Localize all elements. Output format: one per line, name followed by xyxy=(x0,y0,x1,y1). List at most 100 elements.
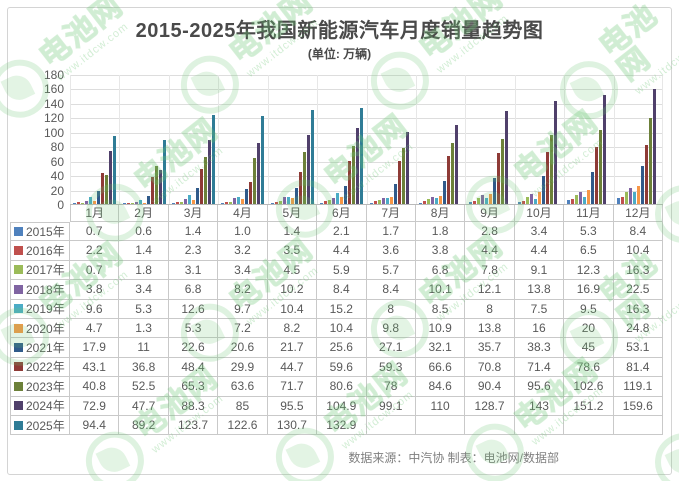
value-cell-2024年-9月: 128.7 xyxy=(465,396,515,416)
value-cell-2016年-2月: 1.4 xyxy=(119,241,169,261)
value-cell-2025年-10月 xyxy=(514,415,565,436)
bar-2020年-9月 xyxy=(488,194,492,204)
year-legend-cell: 2022年 xyxy=(10,357,70,378)
year-legend-cell: 2018年 xyxy=(10,280,70,300)
value-cell-2016年-12月: 10.4 xyxy=(613,241,663,261)
value-cell-2022年-6月: 59.6 xyxy=(317,357,367,378)
bar-2020年-5月 xyxy=(290,198,294,204)
value-cell-2018年-2月: 3.4 xyxy=(119,280,169,300)
bar-2016年-1月 xyxy=(77,202,81,204)
value-cell-2020年-9月: 13.8 xyxy=(465,318,515,339)
value-cell-2017年-8月: 6.8 xyxy=(415,260,466,281)
bar-2018年-6月 xyxy=(332,197,336,204)
year-legend-cell: 2016年 xyxy=(10,241,70,261)
bar-2025年-5月 xyxy=(310,109,314,204)
month-group-7月 xyxy=(367,75,416,204)
value-cell-2025年-5月: 130.7 xyxy=(267,415,318,436)
y-axis-tick-label: 0 xyxy=(57,198,64,212)
bar-2023年-3月 xyxy=(204,156,208,204)
y-axis: 180 160 140 120 100 80 60 40 20 0 xyxy=(10,68,70,212)
bar-2024年-8月 xyxy=(455,124,459,204)
value-cell-2017年-1月: 0.7 xyxy=(70,260,120,281)
bar-2023年-7月 xyxy=(401,147,405,204)
value-cell-2019年-8月: 8.5 xyxy=(415,299,466,319)
month-boundary-line xyxy=(514,75,516,204)
year-label: 2025年 xyxy=(26,418,65,433)
value-cell-2020年-12月: 24.8 xyxy=(613,318,663,339)
bar-2015年-4月 xyxy=(221,203,225,204)
value-cell-2023年-1月: 40.8 xyxy=(70,377,120,397)
bar-2019年-11月 xyxy=(583,197,587,204)
value-cell-2016年-8月: 3.8 xyxy=(415,241,466,261)
bar-2022年-2月 xyxy=(150,177,154,204)
value-cell-2025年-1月: 94.4 xyxy=(70,415,120,436)
bar-2016年-7月 xyxy=(373,201,377,204)
value-cell-2024年-7月: 99.1 xyxy=(366,396,416,416)
bar-2018年-3月 xyxy=(184,199,188,204)
value-cell-2023年-5月: 71.7 xyxy=(267,377,318,397)
bar-2015年-5月 xyxy=(270,203,274,204)
value-cell-2018年-1月: 3.8 xyxy=(70,280,120,300)
year-legend-cell: 2024年 xyxy=(10,396,70,416)
bar-2022年-5月 xyxy=(298,171,302,204)
value-cell-2020年-8月: 10.9 xyxy=(415,318,466,339)
value-cell-2016年-10月: 4.4 xyxy=(514,241,565,261)
value-cell-2020年-11月: 20 xyxy=(564,318,614,339)
bar-2015年-2月 xyxy=(122,203,126,204)
value-cell-2015年-5月: 1.4 xyxy=(267,222,318,242)
table-row-2021年: 2021年 17.9 11 22.6 20.6 21.7 25.6 27.1 32.1 35.7 3… xyxy=(10,338,663,358)
value-cell-2018年-9月: 12.1 xyxy=(465,280,515,300)
legend-swatch xyxy=(14,381,23,391)
value-cell-2025年-12月 xyxy=(613,415,663,436)
bar-2020年-4月 xyxy=(241,198,245,204)
bar-2022年-3月 xyxy=(200,169,204,204)
value-cell-2017年-3月: 3.1 xyxy=(168,260,219,281)
month-boundary-line xyxy=(317,75,319,204)
month-header-cell: 9月 xyxy=(465,205,515,222)
value-cell-2025年-8月 xyxy=(415,415,466,436)
month-header-cell: 1月 xyxy=(70,205,120,222)
bar-2019年-2月 xyxy=(138,200,142,204)
year-label: 2021年 xyxy=(26,341,65,356)
bar-2024年-3月 xyxy=(208,140,212,204)
bar-2025年-3月 xyxy=(212,114,216,204)
bar-2016年-8月 xyxy=(423,201,427,204)
month-boundary-line xyxy=(662,75,663,204)
value-cell-2021年-11月: 45 xyxy=(564,338,614,358)
bar-2020年-10月 xyxy=(538,192,541,204)
value-cell-2015年-8月: 1.8 xyxy=(415,222,466,242)
bar-2019年-5月 xyxy=(286,196,290,204)
bar-2020年-2月 xyxy=(142,203,146,204)
chart-title: 2015-2025年我国新能源汽车月度销量趋势图 xyxy=(135,20,544,42)
month-boundary-line xyxy=(168,75,170,204)
bar-2015年-6月 xyxy=(320,202,324,204)
bar-2015年-8月 xyxy=(419,202,423,204)
bar-2023年-2月 xyxy=(154,166,158,204)
value-cell-2018年-4月: 8.2 xyxy=(218,280,268,300)
plot-region: 180 160 140 120 100 80 60 40 20 0 xyxy=(10,68,663,212)
bar-2017年-11月 xyxy=(575,195,579,204)
value-cell-2025年-3月: 123.7 xyxy=(168,415,219,436)
month-header-cell: 11月 xyxy=(564,205,614,222)
value-cell-2016年-6月: 4.4 xyxy=(317,241,367,261)
legend-swatch xyxy=(14,265,23,275)
bar-2024年-4月 xyxy=(257,142,261,204)
value-cell-2021年-7月: 27.1 xyxy=(366,338,416,358)
value-cell-2017年-12月: 16.3 xyxy=(613,260,663,281)
year-legend-cell: 2020年 xyxy=(10,318,70,339)
bar-2016年-11月 xyxy=(571,199,575,204)
value-cell-2025年-7月 xyxy=(366,415,416,436)
bar-2018年-7月 xyxy=(381,197,385,204)
bar-2019年-1月 xyxy=(89,197,93,204)
month-boundary-line xyxy=(564,75,566,204)
y-axis-tick-label: 160 xyxy=(43,82,64,97)
value-cell-2024年-5月: 95.5 xyxy=(267,396,318,416)
value-cell-2017年-6月: 5.9 xyxy=(317,260,367,281)
value-cell-2021年-5月: 21.7 xyxy=(267,338,318,358)
month-group-9月 xyxy=(465,75,514,204)
value-cell-2023年-12月: 119.1 xyxy=(613,377,663,397)
month-header-cell: 3月 xyxy=(168,205,219,222)
year-legend-cell: 2021年 xyxy=(10,338,70,358)
bar-2020年-1月 xyxy=(93,200,97,204)
value-cell-2023年-2月: 52.5 xyxy=(119,377,169,397)
